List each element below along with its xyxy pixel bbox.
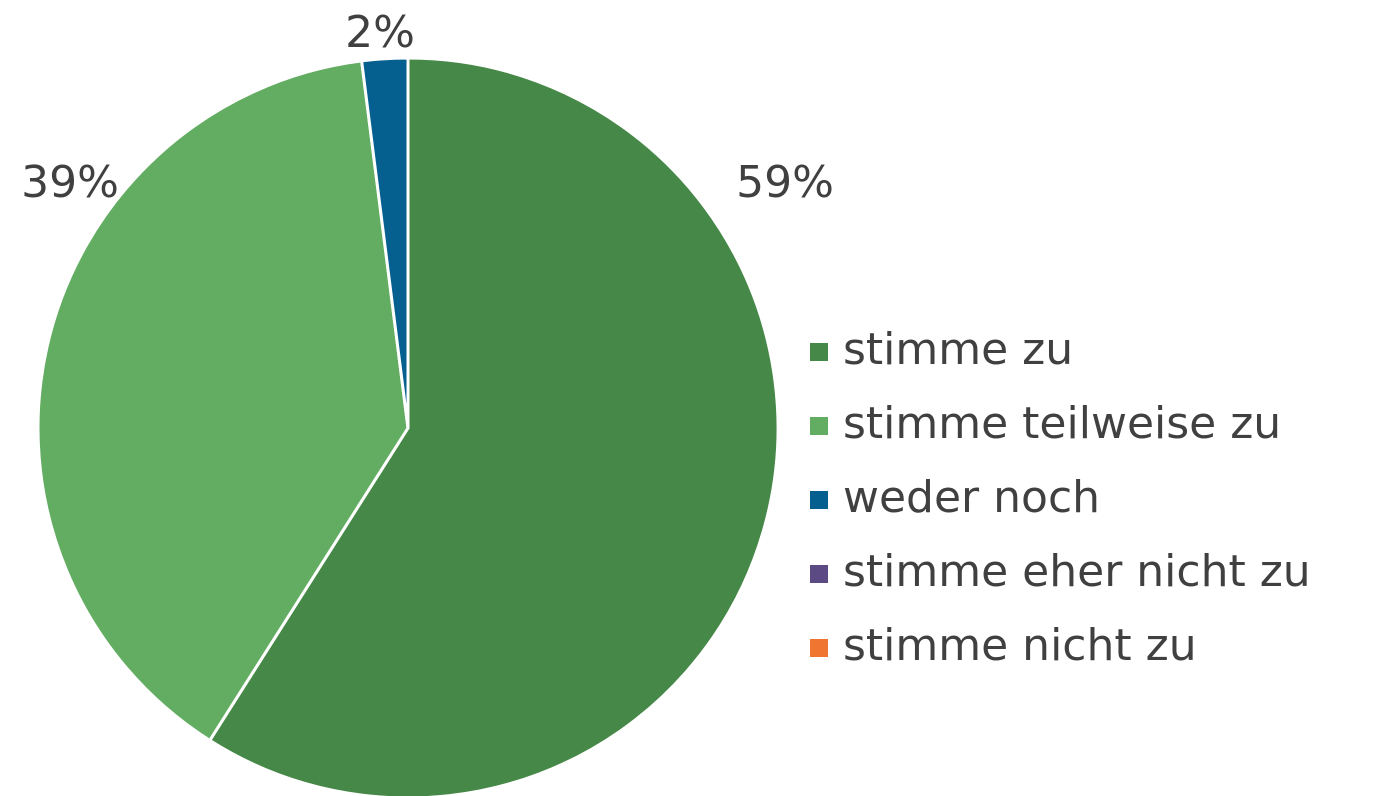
pie-slice — [208, 56, 780, 796]
legend-swatch — [810, 565, 828, 583]
legend-swatch — [810, 343, 828, 361]
data-label: 2% — [345, 7, 415, 58]
legend-label: weder noch — [843, 472, 1100, 523]
pie-slice — [36, 59, 410, 742]
data-label: 39% — [21, 157, 119, 208]
legend-label: stimme zu — [843, 324, 1073, 375]
legend-swatch — [810, 417, 828, 435]
legend-label: stimme teilweise zu — [843, 398, 1281, 449]
legend-swatch — [810, 491, 828, 509]
legend-label: stimme eher nicht zu — [843, 546, 1311, 597]
data-label: 59% — [736, 157, 834, 208]
legend-swatch — [810, 639, 828, 657]
legend-label: stimme nicht zu — [843, 620, 1197, 671]
